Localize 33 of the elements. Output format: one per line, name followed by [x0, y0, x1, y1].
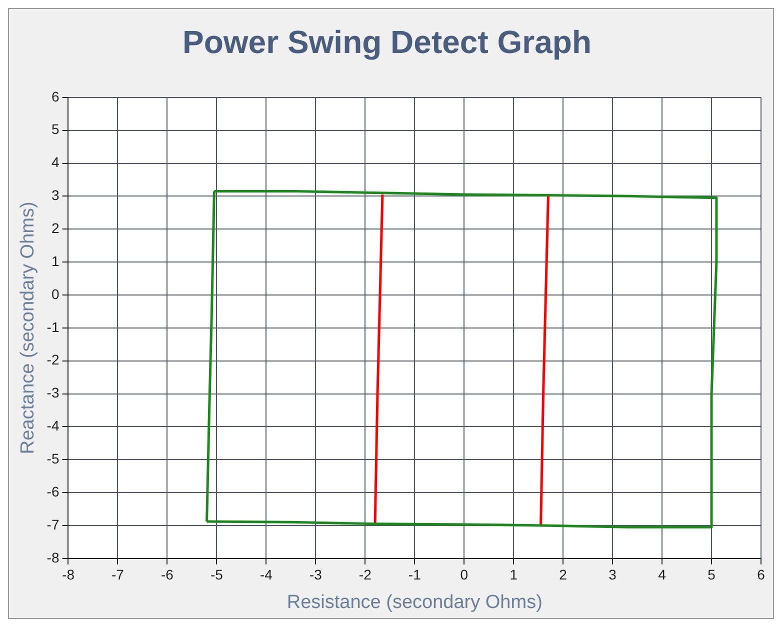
y-tick-label: -3 — [46, 384, 60, 401]
y-tick-label: -2 — [46, 352, 60, 368]
x-tick-label: 0 — [460, 566, 468, 583]
x-tick-label: -8 — [62, 566, 75, 583]
y-tick-label: 3 — [51, 187, 60, 204]
x-tick-label: 4 — [658, 566, 666, 583]
chart-title: Power Swing Detect Graph — [182, 24, 592, 60]
y-tick-label: -6 — [46, 483, 60, 500]
x-tick-label: 2 — [559, 566, 568, 583]
y-tick-label: -1 — [46, 318, 60, 335]
y-tick-label: -7 — [46, 516, 60, 532]
y-tick-label: -8 — [46, 549, 60, 566]
x-tick-label: -2 — [358, 566, 372, 583]
y-tick-label: 6 — [51, 88, 60, 104]
y-tick-label: 1 — [51, 252, 60, 269]
x-tick-label: -3 — [309, 566, 322, 583]
x-tick-label: -1 — [408, 566, 422, 583]
x-tick-label: 5 — [708, 566, 716, 583]
x-tick-label: -4 — [260, 566, 273, 583]
y-tick-label: 2 — [51, 220, 60, 236]
y-tick-label: -4 — [46, 418, 60, 434]
x-tick-label: -7 — [112, 566, 124, 583]
x-tick-label: -6 — [160, 566, 174, 583]
y-tick-label: 0 — [51, 286, 60, 302]
x-tick-label: -5 — [210, 566, 224, 583]
x-axis-title: Resistance (secondary Ohms) — [286, 592, 542, 613]
y-tick-label: -5 — [46, 450, 60, 466]
y-axis-title: Reactance (secondary Ohms) — [18, 202, 39, 454]
x-tick-label: 6 — [757, 566, 766, 583]
x-tick-label: 1 — [510, 566, 518, 583]
y-tick-label: 5 — [51, 121, 60, 138]
x-tick-label: 3 — [608, 566, 617, 583]
y-tick-label: 4 — [51, 154, 60, 170]
